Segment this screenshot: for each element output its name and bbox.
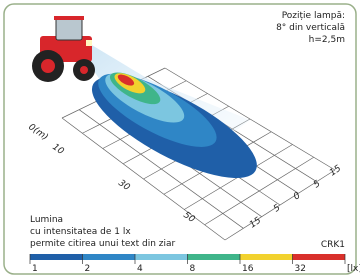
scale-label: 8 <box>190 264 196 274</box>
scale-segment <box>83 254 136 260</box>
scale-label: 2 <box>85 264 91 274</box>
scale-label: 4 <box>137 264 143 274</box>
note-line: permite citirea unui text din ziar <box>30 239 175 249</box>
scale-label: [lx] <box>347 264 360 274</box>
scale-label: 32 <box>295 264 306 274</box>
scale-segment <box>240 254 293 260</box>
code: CRK1 <box>321 240 345 250</box>
info-line: 8° din verticală <box>276 23 345 33</box>
scale-segment <box>188 254 241 260</box>
note-line: Lumina <box>30 215 63 225</box>
scale-segment <box>293 254 346 260</box>
note-line: cu intensitatea de 1 lx <box>30 227 131 237</box>
scale-segment <box>135 254 188 260</box>
figure: Poziție lampă:8° din verticalăh=2,5m 0(m… <box>0 0 360 280</box>
scale-label: 1 <box>32 264 38 274</box>
scale-label: 16 <box>242 264 254 274</box>
info-line: h=2,5m <box>309 35 345 45</box>
scale-segment <box>30 254 83 260</box>
info-line: Poziție lampă: <box>282 11 345 21</box>
